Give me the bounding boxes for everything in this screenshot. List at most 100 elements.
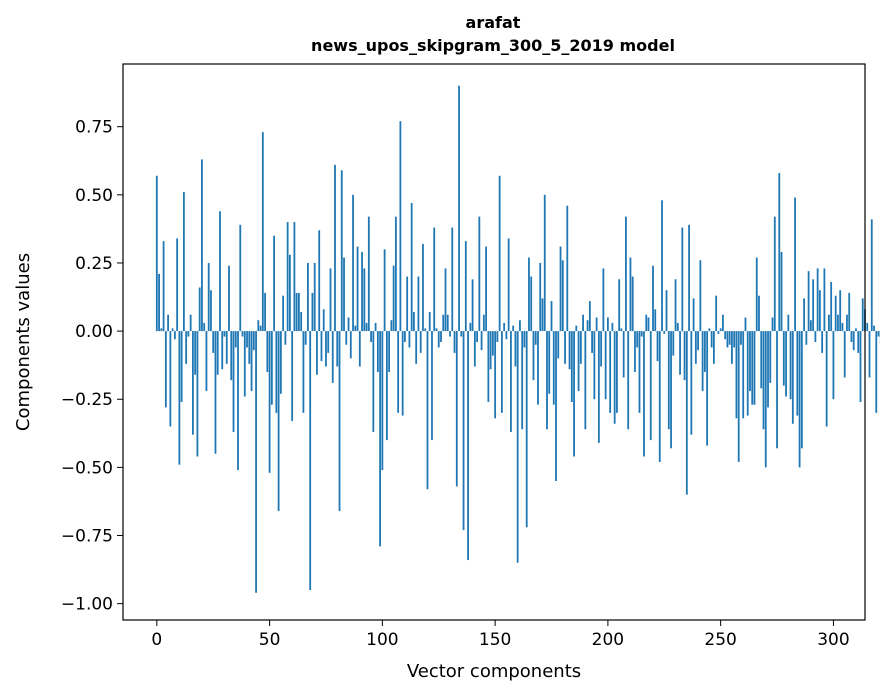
bar-component-65 [302, 331, 305, 413]
bar-component-31 [225, 331, 228, 364]
bar-component-54 [277, 331, 280, 511]
bar-component-34 [232, 331, 235, 432]
y-axis-label: Components values [13, 253, 34, 431]
bar-component-269 [762, 331, 765, 430]
bar-component-28 [219, 211, 221, 332]
bar-component-287 [803, 298, 805, 332]
bar-component-305 [843, 331, 846, 378]
bar-component-1 [158, 273, 160, 332]
bar-component-126 [440, 331, 442, 342]
bar-component-103 [388, 331, 391, 372]
bar-component-12 [182, 192, 185, 332]
bar-component-71 [316, 331, 318, 375]
bar-component-118 [422, 243, 424, 332]
bar-component-303 [839, 290, 842, 332]
bar-component-188 [579, 331, 582, 364]
bar-component-167 [532, 331, 535, 381]
bar-component-294 [818, 290, 821, 332]
y-tick-label: −0.25 [61, 390, 113, 410]
bar-component-203 [613, 331, 616, 424]
bar-component-82 [340, 170, 343, 332]
bar-component-0 [155, 175, 158, 332]
bar-component-16 [192, 331, 194, 435]
bar-component-164 [525, 331, 528, 528]
bar-component-210 [629, 257, 632, 332]
bar-component-162 [521, 331, 524, 430]
bar-component-26 [214, 331, 217, 454]
bar-component-177 [555, 331, 557, 481]
bar-component-139 [469, 322, 472, 332]
bar-component-183 [568, 331, 571, 370]
bar-component-32 [228, 265, 230, 332]
bar-component-289 [807, 271, 810, 332]
bar-component-29 [221, 331, 224, 370]
bar-component-315 [866, 322, 869, 332]
bar-component-111 [406, 276, 409, 332]
bar-component-99 [379, 331, 381, 547]
bar-component-132 [453, 331, 456, 353]
bar-component-88 [354, 325, 357, 332]
bar-component-121 [428, 312, 431, 332]
bar-component-115 [415, 331, 418, 364]
x-tick-label: 100 [366, 630, 398, 650]
bar-component-148 [489, 331, 492, 370]
bar-component-68 [309, 331, 312, 591]
bar-component-277 [780, 252, 783, 332]
bar-component-37 [239, 224, 242, 332]
bar-component-69 [311, 292, 314, 332]
bar-component-258 [737, 331, 740, 462]
y-tick-label: −1.00 [61, 595, 113, 615]
y-tick-label: 0.00 [75, 322, 113, 342]
bar-component-291 [812, 279, 815, 332]
bar-component-43 [252, 331, 255, 351]
bar-component-95 [370, 331, 372, 342]
bar-component-23 [207, 262, 210, 332]
bar-component-11 [180, 331, 183, 402]
bar-component-90 [358, 331, 361, 367]
bar-component-224 [661, 200, 663, 332]
bar-component-41 [248, 331, 251, 364]
bar-component-268 [760, 331, 763, 389]
bar-component-113 [410, 203, 413, 332]
bar-component-134 [458, 85, 460, 332]
bar-component-180 [561, 260, 564, 332]
bar-component-125 [437, 331, 440, 348]
bar-component-128 [444, 268, 447, 332]
bar-component-235 [685, 331, 688, 495]
bar-component-161 [519, 320, 521, 332]
bar-component-244 [706, 331, 709, 446]
bar-component-147 [487, 331, 490, 402]
bar-component-176 [552, 331, 555, 405]
bar-component-253 [726, 331, 729, 348]
bar-component-319 [875, 331, 878, 413]
bar-component-247 [712, 331, 715, 364]
bar-component-293 [816, 268, 819, 332]
bar-component-151 [496, 331, 499, 342]
bar-component-66 [304, 331, 307, 345]
bar-component-276 [778, 173, 781, 332]
bar-component-53 [275, 331, 278, 413]
bar-component-42 [250, 331, 253, 392]
bar-component-215 [640, 331, 643, 337]
bar-component-33 [230, 331, 233, 381]
bar-component-55 [279, 331, 282, 394]
bar-component-8 [173, 331, 176, 340]
bar-component-306 [846, 314, 848, 332]
bar-component-27 [216, 331, 219, 375]
bar-component-304 [841, 322, 844, 332]
bar-component-320 [877, 331, 880, 337]
bar-component-254 [728, 331, 731, 345]
bar-component-192 [588, 301, 591, 332]
bar-component-154 [503, 322, 506, 332]
bar-component-87 [352, 194, 354, 332]
bar-component-300 [832, 331, 835, 400]
bar-component-257 [735, 331, 738, 419]
bar-component-6 [169, 331, 172, 427]
bar-component-124 [435, 328, 438, 332]
bar-component-3 [162, 241, 165, 332]
bar-component-24 [210, 290, 212, 332]
bar-component-286 [800, 331, 803, 449]
y-axis-ticks: −1.00 −0.75 −0.50 −0.25 0.00 0.25 0.50 0.75 [61, 118, 123, 615]
bar-component-157 [510, 331, 512, 432]
bar-component-232 [679, 331, 681, 375]
